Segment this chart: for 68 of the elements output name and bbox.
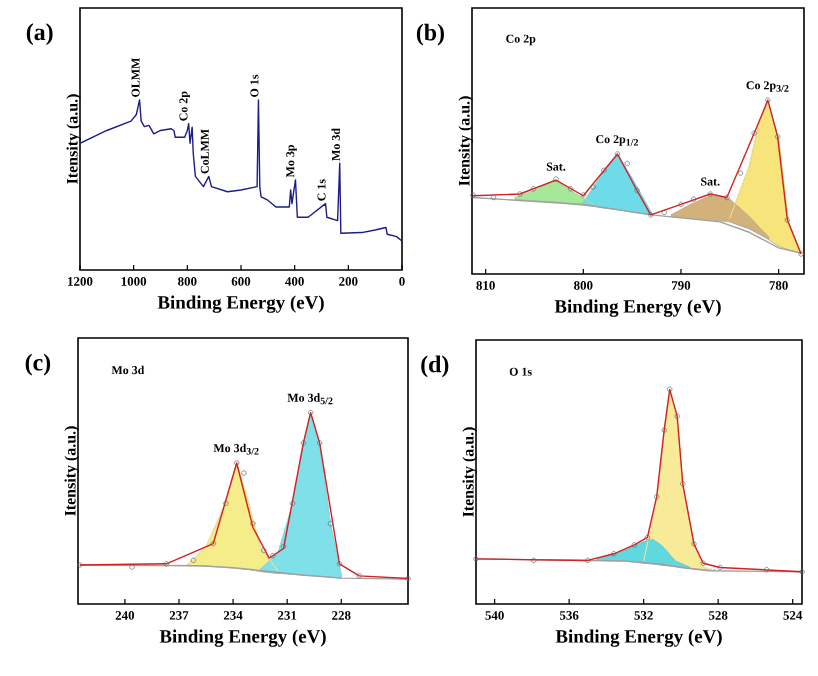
- point: [667, 386, 673, 393]
- point: [585, 557, 591, 564]
- point: [601, 167, 607, 174]
- point: [661, 427, 667, 433]
- point: [680, 481, 686, 487]
- point: [531, 557, 537, 564]
- chart-title: (c): [25, 353, 51, 376]
- point: [691, 196, 697, 202]
- point: [674, 413, 680, 419]
- point: [634, 187, 640, 194]
- point: [280, 543, 287, 550]
- point: [234, 460, 240, 466]
- chart-title: (b): [416, 23, 444, 46]
- x-axis-title: Binding Energy (eV): [554, 299, 721, 317]
- chart-title: (d): [421, 355, 449, 378]
- point: [405, 575, 411, 582]
- point: [654, 494, 660, 500]
- point: [784, 217, 791, 223]
- point: [614, 151, 621, 157]
- point: [129, 564, 135, 570]
- point: [223, 500, 229, 506]
- point: [517, 191, 523, 197]
- point: [644, 534, 651, 541]
- point: [751, 130, 757, 136]
- point: [648, 212, 654, 218]
- point: [336, 561, 343, 567]
- point: [580, 192, 586, 198]
- point: [737, 170, 744, 176]
- point: [631, 542, 637, 548]
- point: [77, 562, 83, 568]
- point: [307, 409, 314, 416]
- point: [700, 560, 706, 566]
- chart-title: (a): [26, 23, 53, 46]
- point: [473, 556, 479, 562]
- point: [798, 251, 804, 257]
- point: [190, 557, 197, 564]
- point: [765, 97, 771, 103]
- point: [724, 194, 730, 201]
- point: [210, 540, 216, 547]
- x-axis-title: Binding Energy (eV): [159, 629, 326, 647]
- x-axis-title: Binding Energy (eV): [555, 629, 722, 647]
- point: [261, 547, 267, 554]
- point: [250, 520, 256, 527]
- point: [470, 192, 476, 198]
- point: [799, 569, 805, 575]
- point: [590, 184, 596, 190]
- point: [300, 440, 307, 446]
- point: [163, 561, 169, 567]
- point: [611, 551, 617, 557]
- point: [678, 201, 684, 208]
- point: [289, 500, 296, 506]
- point: [661, 209, 668, 216]
- point: [327, 520, 334, 527]
- point: [567, 186, 574, 192]
- point: [356, 573, 362, 579]
- x-axis-title: Binding Energy (eV): [157, 295, 324, 313]
- point: [270, 552, 276, 559]
- point: [490, 194, 497, 201]
- point: [763, 567, 770, 573]
- point: [530, 186, 537, 192]
- point: [316, 440, 323, 446]
- point: [691, 541, 697, 547]
- point: [553, 176, 559, 182]
- point: [774, 134, 781, 140]
- point: [717, 564, 723, 571]
- point: [707, 191, 713, 197]
- point: [241, 470, 247, 476]
- point: [624, 160, 630, 167]
